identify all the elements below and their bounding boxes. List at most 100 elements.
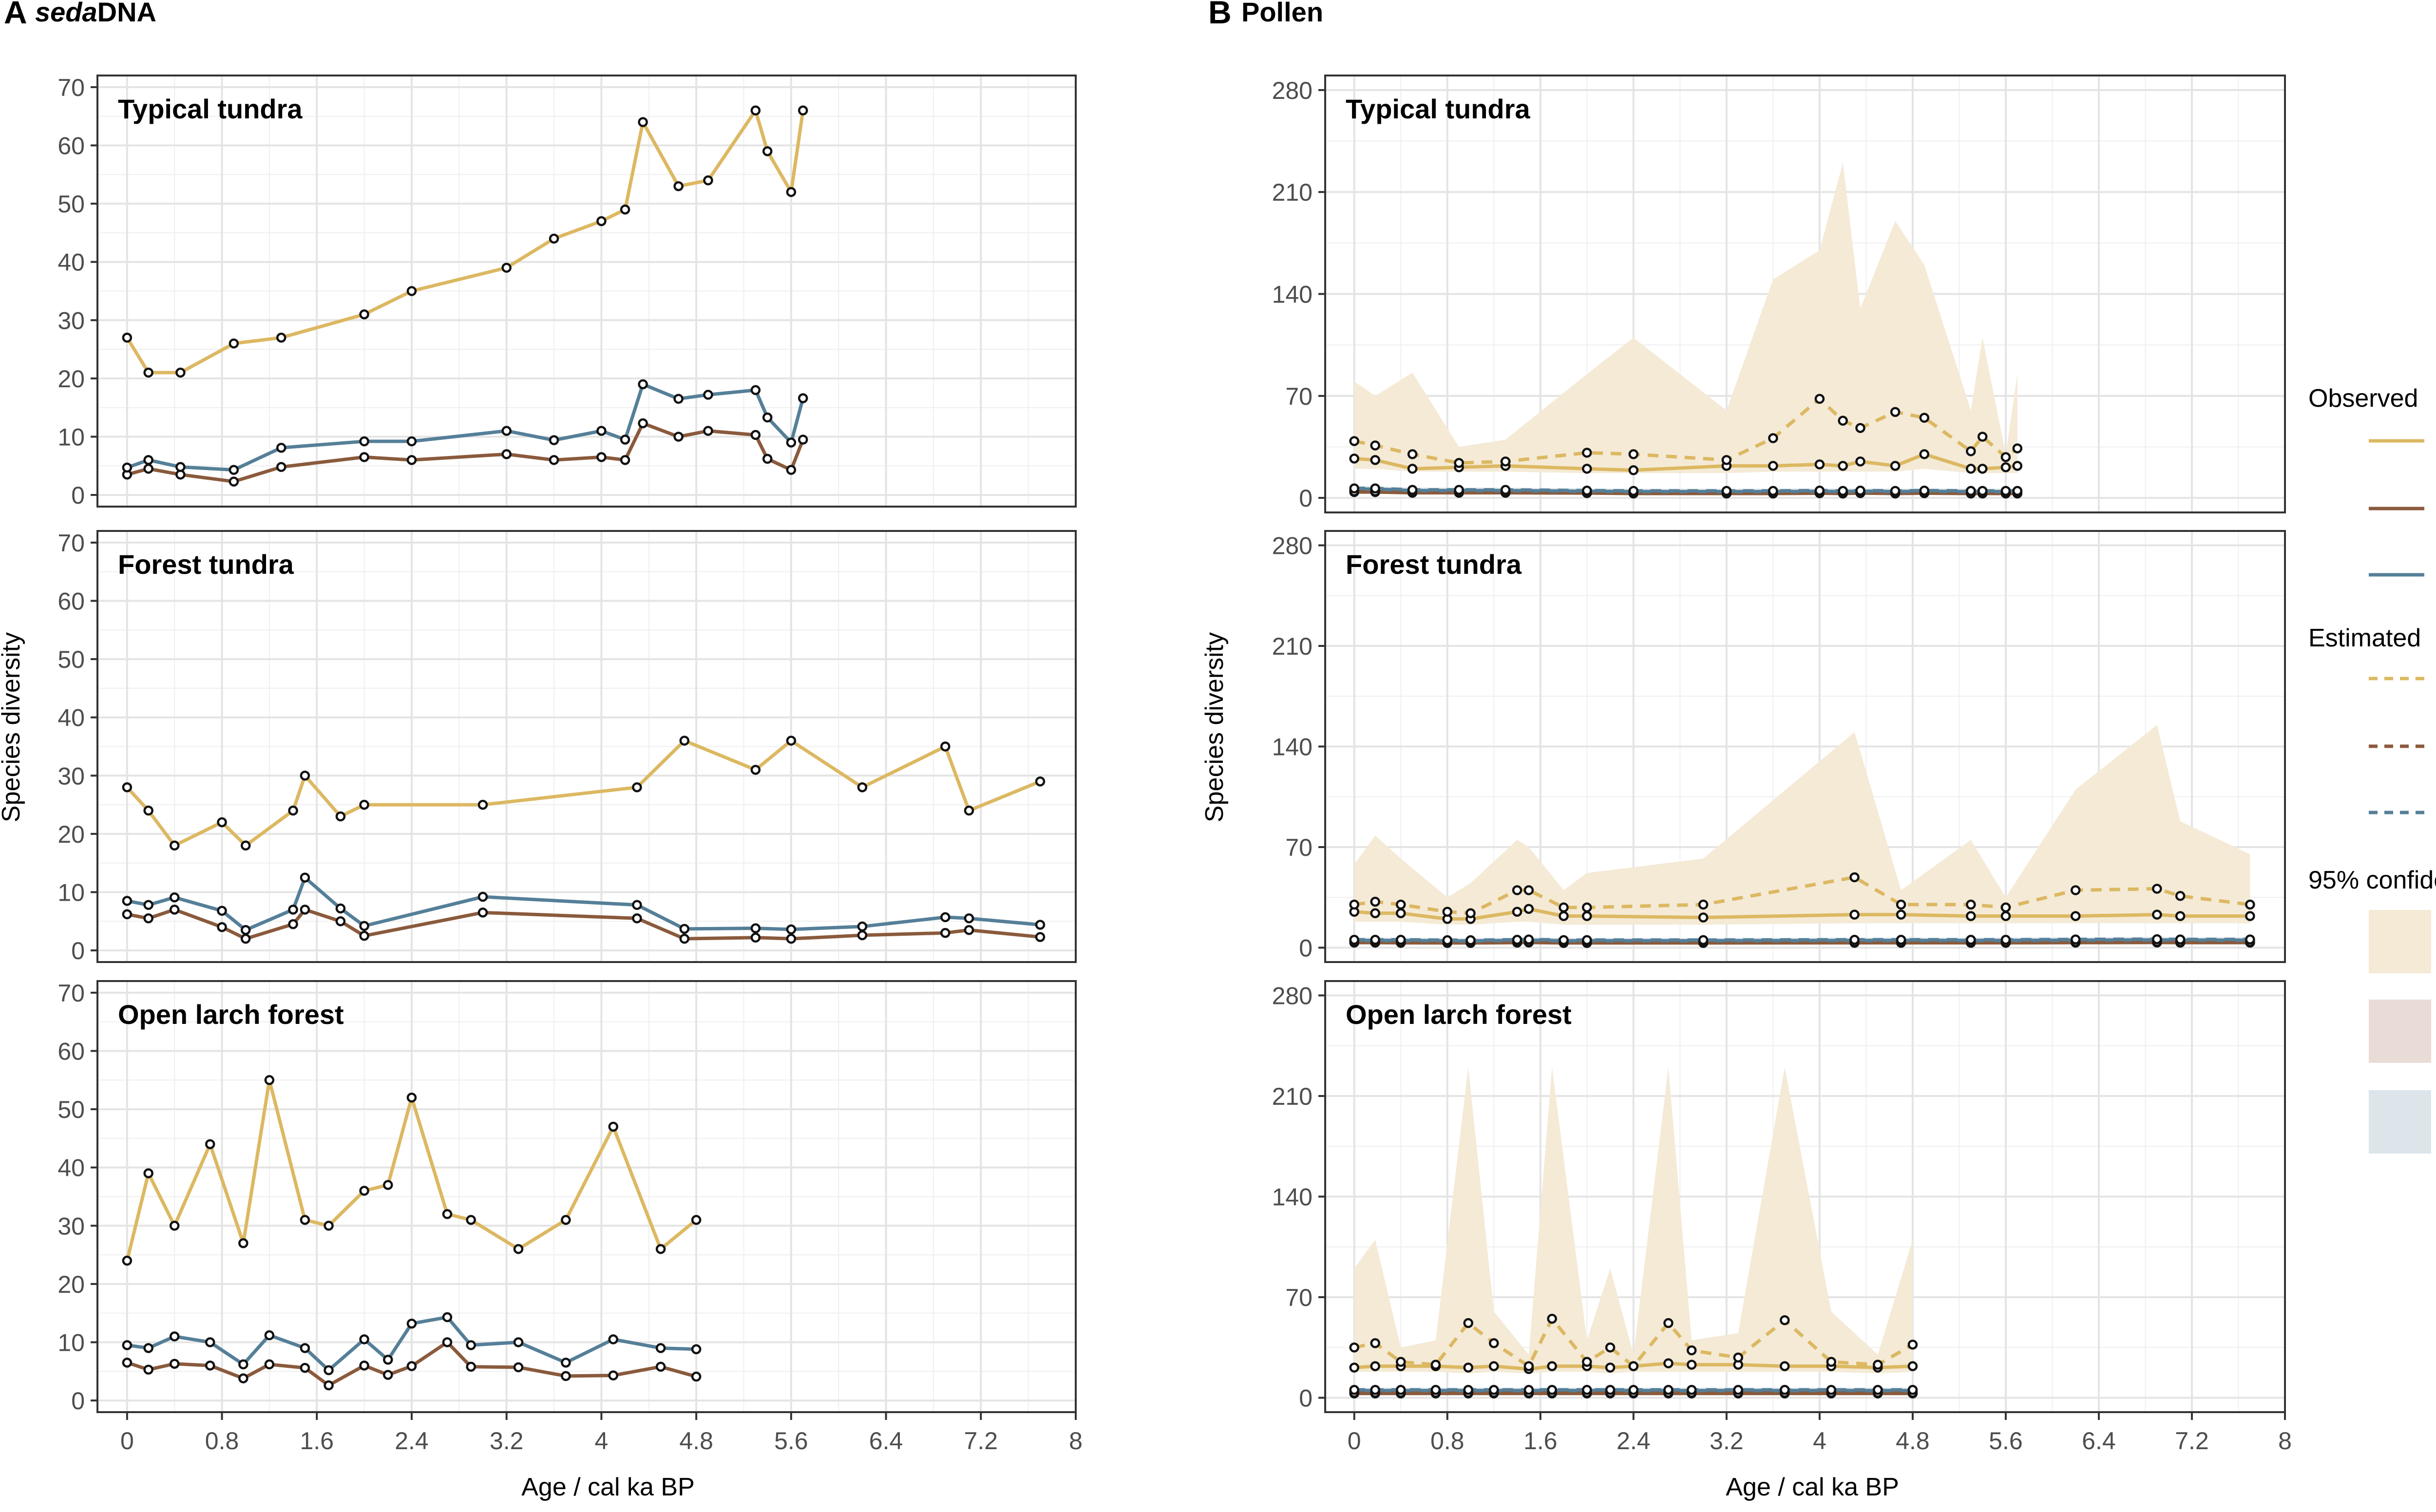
x-tick-label: 0 xyxy=(1348,1427,1361,1455)
observed-point-q1 xyxy=(359,1361,369,1371)
observed-point-q2 xyxy=(679,924,690,934)
observed-line-q1 xyxy=(126,1340,697,1387)
y-tick-label: 140 xyxy=(1272,734,1313,761)
facet-label: Forest tundra xyxy=(118,549,294,580)
estimated-point-q0 xyxy=(1442,907,1452,917)
observed-point-q2 xyxy=(513,1337,524,1347)
y-tick-label: 50 xyxy=(57,1096,85,1123)
observed-point-q1 xyxy=(359,930,369,941)
estimated-point-q2 xyxy=(1395,935,1406,945)
y-tick-label: 20 xyxy=(57,1271,85,1298)
estimated-point-q0 xyxy=(1349,436,1359,446)
observed-point-q0 xyxy=(1919,449,1930,459)
panel-b-facet-2: Open larch forest 0 70 140 210 280 0 0.8 1.6 2.4 3… xyxy=(1272,980,2292,1455)
estimated-point-q0 xyxy=(1849,872,1860,883)
observed-point-q0 xyxy=(1838,461,1848,471)
observed-point-q0 xyxy=(238,1238,248,1248)
estimated-point-q0 xyxy=(1370,1338,1380,1348)
x-tick-label: 3.2 xyxy=(1710,1427,1744,1455)
observed-point-q0 xyxy=(501,263,512,273)
y-tick-label: 30 xyxy=(57,762,85,790)
observed-point-q0 xyxy=(1977,464,1988,474)
observed-point-q0 xyxy=(359,799,369,810)
y-tick-label: 280 xyxy=(1272,532,1313,560)
x-tick-label: 8 xyxy=(1069,1427,1083,1455)
observed-point-q2 xyxy=(673,394,684,404)
y-tick-label: 0 xyxy=(71,1387,85,1415)
observed-point-q0 xyxy=(406,1092,417,1103)
y-tick-label: 0 xyxy=(1299,1385,1313,1412)
estimated-point-q2 xyxy=(1349,1385,1359,1395)
observed-point-q0 xyxy=(620,204,630,215)
x-tick-label: 2.4 xyxy=(1617,1427,1651,1455)
x-tick-label: 6.4 xyxy=(869,1427,903,1455)
observed-point-q2 xyxy=(122,896,133,906)
observed-point-q1 xyxy=(655,1361,666,1372)
observed-point-q0 xyxy=(750,105,761,116)
observed-point-q1 xyxy=(762,454,773,464)
estimated-point-q0 xyxy=(1523,1361,1534,1371)
observed-point-q2 xyxy=(549,435,559,445)
observed-point-q1 xyxy=(143,464,153,474)
observed-point-q0 xyxy=(786,736,797,746)
observed-point-q0 xyxy=(1890,461,1901,471)
observed-point-q0 xyxy=(1686,1360,1697,1370)
legend-ci-title: 95% confidence xyxy=(2308,866,2436,894)
observed-point-q2 xyxy=(466,1340,476,1350)
observed-point-q0 xyxy=(122,332,133,343)
observed-point-q0 xyxy=(1698,912,1709,923)
estimated-point-q2 xyxy=(1628,486,1639,496)
panel-a-title-italic: seda xyxy=(35,0,97,27)
observed-point-q2 xyxy=(276,442,286,453)
estimated-point-q0 xyxy=(1395,1357,1406,1367)
estimated-point-q0 xyxy=(1686,1345,1697,1356)
observed-point-q1 xyxy=(324,1380,334,1391)
observed-line-q0 xyxy=(1354,907,2250,921)
panel-b-title: Pollen xyxy=(1241,0,1323,27)
observed-point-q0 xyxy=(2175,911,2186,921)
estimated-point-q0 xyxy=(1512,885,1522,895)
observed-point-q2 xyxy=(300,872,310,883)
observed-point-q2 xyxy=(359,1334,369,1344)
estimated-point-q0 xyxy=(1779,1315,1790,1325)
estimated-point-q2 xyxy=(1488,1385,1499,1395)
estimated-point-q2 xyxy=(1855,485,1865,496)
legend-ci-q2-swatch xyxy=(2369,1090,2431,1153)
observed-point-q2 xyxy=(175,462,186,472)
x-tick-label: 7.2 xyxy=(964,1427,998,1455)
observed-line-q0 xyxy=(1354,1361,1913,1371)
estimated-point-q0 xyxy=(1559,902,1569,913)
estimated-point-q2 xyxy=(1582,935,1592,945)
facet-label: Typical tundra xyxy=(118,94,303,124)
observed-point-q0 xyxy=(143,805,153,816)
ci-ribbon-q0 xyxy=(1354,163,2017,473)
observed-point-q0 xyxy=(762,146,773,156)
y-tick-label: 280 xyxy=(1272,983,1313,1010)
observed-point-q0 xyxy=(1370,455,1380,465)
observed-point-q0 xyxy=(673,181,684,191)
estimated-point-q0 xyxy=(1488,1338,1499,1348)
y-tick-label: 10 xyxy=(57,1329,85,1356)
observed-point-q1 xyxy=(549,455,559,465)
estimated-point-q2 xyxy=(1849,935,1860,945)
x-tick-label: 6.4 xyxy=(2082,1427,2116,1455)
observed-point-q2 xyxy=(143,455,153,465)
estimated-point-q0 xyxy=(1582,1357,1592,1367)
x-tick-label: 4.8 xyxy=(679,1427,713,1455)
observed-point-q2 xyxy=(143,900,153,910)
estimated-point-q2 xyxy=(1890,486,1901,496)
observed-point-q0 xyxy=(1663,1358,1674,1368)
observed-point-q1 xyxy=(501,449,512,459)
estimated-point-q2 xyxy=(1349,483,1359,493)
y-tick-label: 70 xyxy=(1285,383,1313,410)
facet-label: Forest tundra xyxy=(1346,549,1522,580)
observed-point-q0 xyxy=(122,782,133,793)
legend-ci-q0-swatch xyxy=(2369,910,2431,973)
y-tick-label: 20 xyxy=(57,365,85,393)
y-tick-label: 70 xyxy=(1285,834,1313,861)
panel-a-y-axis-title: Species diversity xyxy=(0,632,25,822)
estimated-point-q2 xyxy=(1430,1385,1441,1395)
estimated-point-q0 xyxy=(1977,432,1988,442)
estimated-point-q2 xyxy=(1663,1385,1674,1395)
estimated-point-q0 xyxy=(2175,891,2186,901)
